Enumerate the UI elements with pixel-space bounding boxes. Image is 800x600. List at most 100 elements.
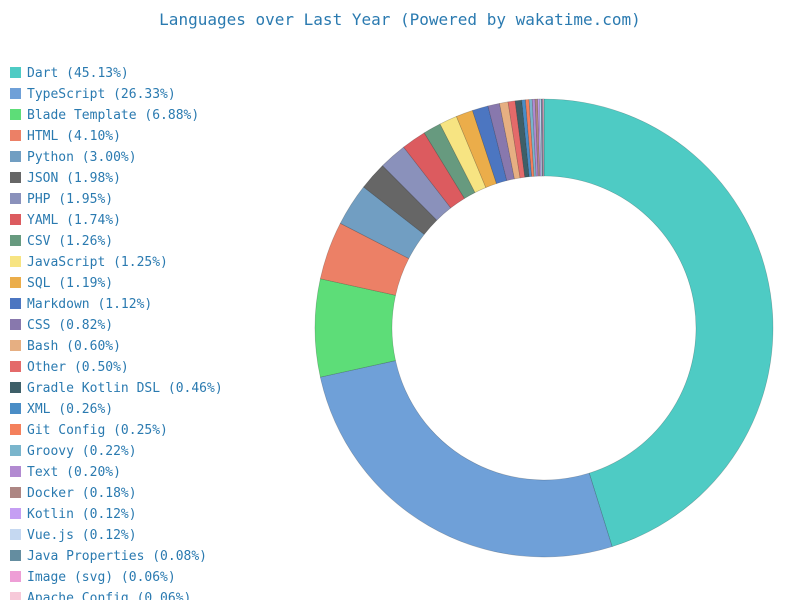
legend-swatch xyxy=(10,67,21,78)
legend-label: Groovy (0.22%) xyxy=(27,444,137,459)
legend-swatch xyxy=(10,256,21,267)
legend-item[interactable]: HTML (4.10%) xyxy=(10,125,300,146)
donut-slice-json[interactable] xyxy=(363,165,438,235)
legend-item[interactable]: Vue.js (0.12%) xyxy=(10,524,300,545)
legend-label: Java Properties (0.08%) xyxy=(27,549,208,564)
legend-swatch xyxy=(10,109,21,120)
legend-swatch xyxy=(10,550,21,561)
legend-label: Vue.js (0.12%) xyxy=(27,528,137,543)
legend-item[interactable]: SQL (1.19%) xyxy=(10,272,300,293)
donut-slice-css[interactable] xyxy=(487,103,515,181)
donut-slice-sql[interactable] xyxy=(455,110,497,188)
legend-label: JavaScript (1.25%) xyxy=(27,255,168,270)
legend-label: Bash (0.60%) xyxy=(27,339,121,354)
legend-item[interactable]: Text (0.20%) xyxy=(10,461,300,482)
legend-item[interactable]: Bash (0.60%) xyxy=(10,335,300,356)
legend-item[interactable]: Python (3.00%) xyxy=(10,146,300,167)
legend-swatch xyxy=(10,445,21,456)
legend-swatch xyxy=(10,88,21,99)
legend-swatch xyxy=(10,298,21,309)
legend-swatch xyxy=(10,424,21,435)
legend-item[interactable]: Gradle Kotlin DSL (0.46%) xyxy=(10,377,300,398)
legend-label: HTML (4.10%) xyxy=(27,129,121,144)
legend-label: XML (0.26%) xyxy=(27,402,114,417)
legend-item[interactable]: JavaScript (1.25%) xyxy=(10,251,300,272)
legend-swatch xyxy=(10,592,21,600)
donut-slice-php[interactable] xyxy=(382,146,452,221)
legend-label: Other (0.50%) xyxy=(27,360,129,375)
legend-swatch xyxy=(10,319,21,330)
legend-label: JSON (1.98%) xyxy=(27,171,121,186)
legend-label: PHP (1.95%) xyxy=(27,192,114,207)
donut-slice-text[interactable] xyxy=(531,98,539,177)
legend-item[interactable]: Markdown (1.12%) xyxy=(10,293,300,314)
legend-item[interactable]: CSV (1.26%) xyxy=(10,230,300,251)
legend-label: Markdown (1.12%) xyxy=(27,297,153,312)
donut-slice-kotlin[interactable] xyxy=(537,98,542,177)
donut-slice-groovy[interactable] xyxy=(528,98,537,177)
legend-swatch xyxy=(10,403,21,414)
legend-swatch xyxy=(10,277,21,288)
legend-swatch xyxy=(10,130,21,141)
donut-slice-other[interactable] xyxy=(507,100,526,179)
legend-label: SQL (1.19%) xyxy=(27,276,114,291)
legend-label: Text (0.20%) xyxy=(27,465,121,480)
legend-swatch xyxy=(10,214,21,225)
legend-swatch xyxy=(10,571,21,582)
donut-slice-apache-config[interactable] xyxy=(542,98,545,177)
donut-slice-xml[interactable] xyxy=(521,99,532,178)
legend-swatch xyxy=(10,529,21,540)
legend-item[interactable]: PHP (1.95%) xyxy=(10,188,300,209)
legend-label: TypeScript (26.33%) xyxy=(27,87,176,102)
legend-label: Kotlin (0.12%) xyxy=(27,507,137,522)
legend-item[interactable]: Groovy (0.22%) xyxy=(10,440,300,461)
legend-swatch xyxy=(10,151,21,162)
donut-slice-yaml[interactable] xyxy=(403,132,465,209)
legend-label: Apache Config (0.06%) xyxy=(27,591,192,600)
legend-label: CSV (1.26%) xyxy=(27,234,114,249)
legend-item[interactable]: Git Config (0.25%) xyxy=(10,419,300,440)
legend-item[interactable]: YAML (1.74%) xyxy=(10,209,300,230)
legend-item[interactable]: Blade Template (6.88%) xyxy=(10,104,300,125)
legend: Dart (45.13%) TypeScript (26.33%) Blade Te… xyxy=(10,62,300,600)
donut-slice-image-svg[interactable] xyxy=(541,98,544,177)
legend-item[interactable]: TypeScript (26.33%) xyxy=(10,83,300,104)
legend-label: CSS (0.82%) xyxy=(27,318,114,333)
legend-item[interactable]: Other (0.50%) xyxy=(10,356,300,377)
donut-slice-vue-js[interactable] xyxy=(539,98,543,177)
legend-label: Git Config (0.25%) xyxy=(27,423,168,438)
donut-slice-bash[interactable] xyxy=(499,101,521,180)
legend-swatch xyxy=(10,235,21,246)
legend-swatch xyxy=(10,487,21,498)
legend-item[interactable]: Apache Config (0.06%) xyxy=(10,587,300,600)
legend-swatch xyxy=(10,466,21,477)
donut-slice-java-properties[interactable] xyxy=(540,98,544,177)
legend-item[interactable]: Java Properties (0.08%) xyxy=(10,545,300,566)
legend-item[interactable]: Image (svg) (0.06%) xyxy=(10,566,300,587)
legend-label: Python (3.00%) xyxy=(27,150,137,165)
legend-item[interactable]: Dart (45.13%) xyxy=(10,62,300,83)
legend-label: Blade Template (6.88%) xyxy=(27,108,200,123)
donut-slice-csv[interactable] xyxy=(423,123,476,199)
legend-item[interactable]: CSS (0.82%) xyxy=(10,314,300,335)
donut-slice-docker[interactable] xyxy=(534,98,541,177)
legend-item[interactable]: Docker (0.18%) xyxy=(10,482,300,503)
donut-slice-blade-template[interactable] xyxy=(314,278,396,378)
legend-swatch xyxy=(10,193,21,204)
chart-title: Languages over Last Year (Powered by wak… xyxy=(159,10,641,29)
legend-item[interactable]: JSON (1.98%) xyxy=(10,167,300,188)
legend-swatch xyxy=(10,172,21,183)
legend-item[interactable]: Kotlin (0.12%) xyxy=(10,503,300,524)
donut-slice-javascript[interactable] xyxy=(439,116,487,193)
legend-label: Image (svg) (0.06%) xyxy=(27,570,176,585)
legend-item[interactable]: XML (0.26%) xyxy=(10,398,300,419)
donut-slice-dart[interactable] xyxy=(543,98,774,548)
legend-label: Gradle Kotlin DSL (0.46%) xyxy=(27,381,223,396)
legend-label: Docker (0.18%) xyxy=(27,486,137,501)
legend-swatch xyxy=(10,340,21,351)
legend-swatch xyxy=(10,508,21,519)
donut-slice-python[interactable] xyxy=(339,186,425,259)
legend-label: Dart (45.13%) xyxy=(27,66,129,81)
legend-swatch xyxy=(10,361,21,372)
donut-slice-typescript[interactable] xyxy=(319,360,613,558)
